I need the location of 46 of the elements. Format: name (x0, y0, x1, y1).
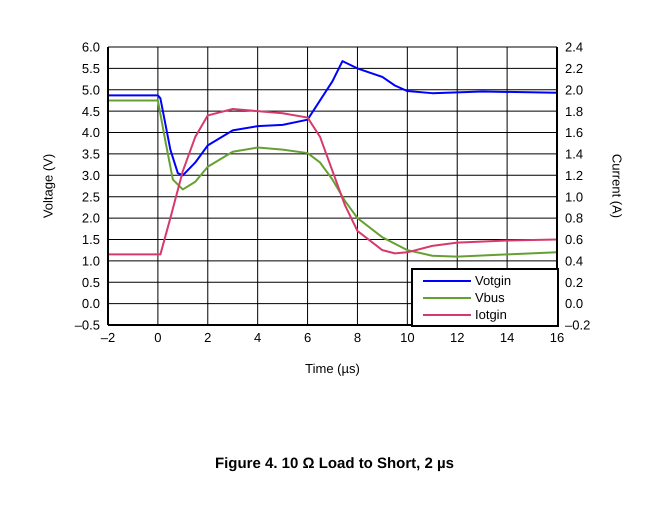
y-tick-label: 0.5 (82, 274, 100, 290)
text: 4.0 (82, 125, 100, 140)
y2-tick-label: –0.2 (565, 318, 590, 333)
x-axis-title: Time (µs) (305, 361, 360, 376)
x-tick-label: 10 (400, 330, 415, 346)
y2-tick-label: 2.2 (565, 61, 584, 76)
y2-tick-label: 0.8 (565, 210, 584, 226)
y2-tick-label: 1.8 (565, 104, 584, 119)
y2-axis-title: Current (A) (609, 154, 624, 218)
x-tick-label: 0 (154, 330, 162, 346)
y2-tick-label: 1.2 (565, 168, 584, 183)
text: 6.0 (82, 40, 100, 55)
text: 0.0 (565, 296, 584, 312)
x-tick-label: 8 (354, 330, 362, 346)
y-tick-label: 4.5 (82, 104, 100, 119)
y2-tick-label: 0.6 (565, 232, 584, 248)
x-tick-label: –2 (100, 330, 116, 346)
x-tick-label: 2 (204, 330, 212, 346)
text: 0.0 (82, 296, 100, 312)
y-tick-label: 1.5 (82, 232, 100, 248)
x-tick-label: 6 (304, 330, 312, 346)
x-tick-label: 12 (450, 330, 464, 346)
legend-label: Iotgin (475, 306, 507, 323)
y-tick-label: 5.5 (82, 61, 100, 76)
text: 3.0 (82, 168, 100, 183)
y2-tick-label: 2.4 (565, 40, 584, 55)
y-tick-label: 3.5 (82, 146, 100, 162)
x-tick-label: 16 (550, 330, 564, 346)
text: 1.0 (565, 189, 584, 204)
line-series (108, 60, 557, 176)
x-tick-label: 4 (254, 330, 262, 346)
y2-tick-label: 1.4 (565, 146, 584, 162)
y-tick-label: 2.5 (82, 189, 100, 204)
y2-tick-label: 1.6 (565, 125, 584, 140)
y2-tick-label: 0.4 (565, 253, 584, 268)
y-axis-title: Voltage (V) (40, 154, 56, 218)
text: Figure 4. 10 Ω Load to Short, 2 µs (214, 455, 456, 472)
text: 2.0 (82, 210, 100, 226)
y-tick-label: –0.5 (74, 318, 100, 333)
y2-tick-label: 0.2 (565, 274, 584, 290)
text: 2.0 (565, 82, 584, 98)
text: 1.0 (82, 253, 100, 268)
legend-label: Vbus (475, 289, 505, 306)
text: 5.0 (82, 82, 100, 98)
x-tick-label: 14 (500, 330, 514, 346)
legend-label: Votgin (475, 272, 512, 289)
